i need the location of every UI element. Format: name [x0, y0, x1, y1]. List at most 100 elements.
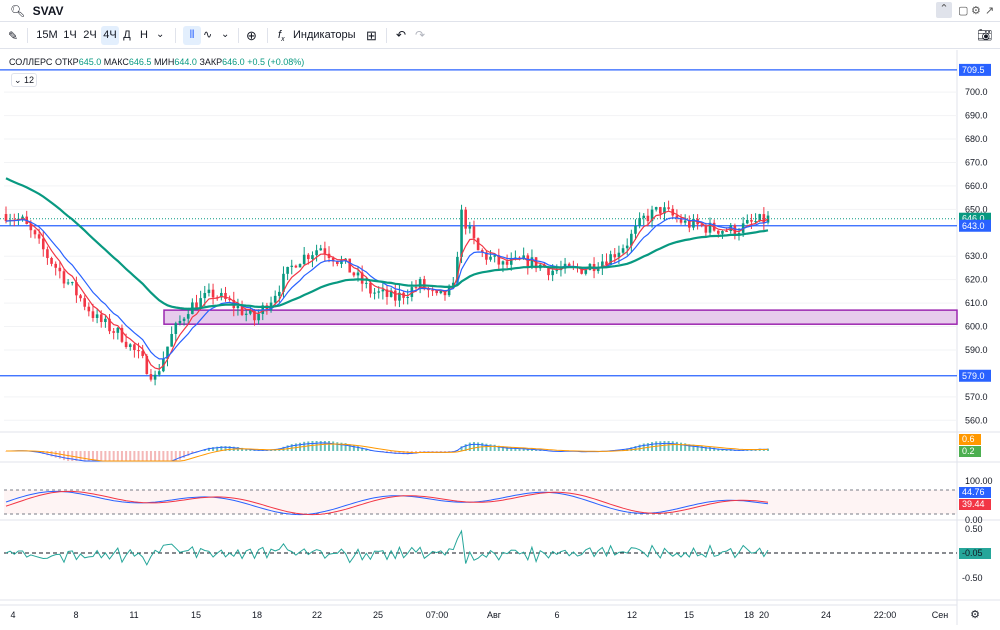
- price-label: 579.0: [962, 371, 985, 381]
- candle-body: [667, 207, 670, 209]
- candle-body: [237, 306, 240, 308]
- candle-body: [460, 210, 463, 257]
- symbol-name: SVAV: [33, 4, 64, 18]
- candle-body: [473, 226, 476, 238]
- chevron-down-icon[interactable]: ⌄: [221, 30, 229, 40]
- candles-icon[interactable]: ⫴: [183, 26, 201, 45]
- candle-body: [100, 314, 103, 322]
- price-tick-label: 680.0: [965, 134, 988, 144]
- candle-body: [626, 246, 629, 249]
- stoch-tick-label: 100.00: [965, 476, 993, 486]
- candle-body: [42, 239, 45, 250]
- candle-body: [299, 264, 302, 267]
- legend-open: 645.0: [79, 57, 102, 67]
- legend-change: +0.5 (+0.08%): [247, 57, 304, 67]
- interval-15m[interactable]: 15М: [36, 26, 58, 45]
- line-chart-icon[interactable]: ∿: [203, 30, 212, 41]
- undo-icon[interactable]: ↶: [396, 29, 406, 41]
- price-label: 643.0: [962, 221, 985, 231]
- candle-body: [286, 267, 289, 274]
- macd-bar: [167, 451, 169, 461]
- price-tick-label: 610.0: [965, 298, 988, 308]
- top-bar: 🔍︎ SVAV ⌃ ▢ ⚙ ↗: [0, 0, 1000, 22]
- legend-low-label: МИН: [154, 57, 174, 67]
- restore-icon[interactable]: ▢: [958, 4, 968, 17]
- candle-body: [647, 216, 650, 221]
- candle-body: [83, 298, 86, 307]
- macd-bar: [311, 441, 313, 451]
- indicators-icon[interactable]: fx: [278, 30, 285, 43]
- candle-body: [38, 234, 41, 238]
- macd-bar: [494, 445, 496, 451]
- candle-body: [137, 350, 140, 351]
- candle-body: [373, 293, 376, 294]
- redo-icon[interactable]: ↷: [415, 29, 425, 41]
- macd-bar: [643, 444, 645, 451]
- add-compare-icon[interactable]: ⊕: [246, 29, 257, 42]
- camera-icon[interactable]: 📷︎: [977, 29, 992, 41]
- candle-body: [506, 261, 509, 264]
- indicators-collapse-button[interactable]: ⌄ 12: [11, 73, 37, 87]
- legend-high: 646.5: [129, 57, 152, 67]
- symbol-search[interactable]: 🔍︎ SVAV: [10, 4, 63, 18]
- candle-body: [502, 261, 505, 264]
- candle-body: [634, 226, 637, 234]
- templates-icon[interactable]: ⊞: [366, 29, 377, 42]
- candle-body: [584, 270, 587, 274]
- time-tick-label: Сен: [932, 610, 949, 620]
- maximize-button[interactable]: ⌃: [936, 2, 952, 18]
- candle-body: [746, 220, 749, 223]
- macd-bar: [150, 451, 152, 461]
- macd-bar: [672, 441, 674, 451]
- oscillator-tick-label: 0.50: [965, 524, 983, 534]
- interval-4h[interactable]: 4Ч: [101, 26, 119, 45]
- macd-bar: [109, 451, 111, 461]
- macd-bar: [117, 451, 119, 461]
- time-tick-label: 18: [252, 610, 262, 620]
- candle-body: [125, 342, 128, 347]
- toolbar-separator: [27, 28, 28, 43]
- macd-bar: [133, 451, 135, 461]
- candle-body: [274, 296, 277, 303]
- macd-bar: [96, 451, 98, 461]
- candle-body: [315, 250, 318, 255]
- candle-body: [133, 344, 136, 350]
- popout-icon[interactable]: ↗: [985, 4, 994, 17]
- chart-svg[interactable]: 700.0690.0680.0670.0660.0650.0630.0620.0…: [0, 50, 1000, 625]
- macd-bar: [229, 446, 231, 451]
- candle-body: [174, 323, 177, 334]
- indicators-button[interactable]: Индикаторы: [293, 26, 351, 45]
- candle-body: [117, 328, 120, 333]
- pencil-icon[interactable]: ✎: [8, 30, 18, 42]
- macd-bar: [490, 444, 492, 451]
- chevron-down-icon[interactable]: ⌄: [156, 30, 164, 40]
- oscillator-tick-label: -0.50: [962, 573, 983, 583]
- candle-body: [307, 255, 310, 259]
- candle-body: [34, 230, 37, 234]
- candle-body: [489, 257, 492, 260]
- macd-bar: [336, 442, 338, 451]
- interval-week[interactable]: Н: [139, 26, 149, 45]
- candle-body: [112, 331, 115, 333]
- search-icon: 🔍︎: [10, 4, 25, 18]
- macd-bar: [146, 451, 148, 461]
- interval-day[interactable]: Д: [122, 26, 132, 45]
- candle-body: [353, 272, 356, 275]
- support-zone: [164, 310, 957, 324]
- macd-bar: [477, 442, 479, 451]
- oscillator-line: [6, 531, 768, 565]
- interval-1h[interactable]: 1Ч: [62, 26, 78, 45]
- price-tick-label: 590.0: [965, 345, 988, 355]
- gear-icon[interactable]: ⚙: [971, 4, 981, 17]
- interval-2h[interactable]: 2Ч: [81, 26, 99, 45]
- macd-bar: [104, 451, 106, 461]
- macd-bar: [154, 451, 156, 461]
- candle-body: [303, 255, 306, 264]
- macd-bar: [316, 441, 318, 451]
- macd-bar: [113, 451, 115, 461]
- candle-body: [224, 293, 227, 299]
- candle-body: [50, 258, 53, 264]
- candle-body: [493, 255, 496, 257]
- candle-body: [257, 314, 260, 320]
